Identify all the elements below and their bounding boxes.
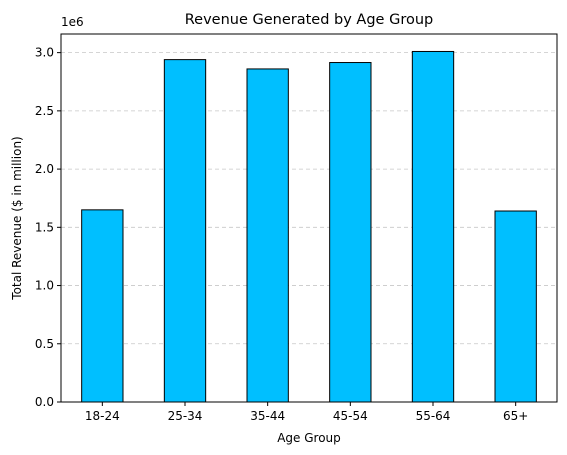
bar-65+ <box>494 210 537 403</box>
y-offset-text: 1e6 <box>61 15 84 29</box>
bar-55-64 <box>411 50 455 403</box>
y-tick-label: 2.0 <box>35 162 54 176</box>
x-tick-label: 18-24 <box>85 409 120 423</box>
y-tick-label: 3.0 <box>35 46 54 60</box>
plot-frame <box>60 33 558 403</box>
x-ticks: 18-24 25-34 35-44 45-54 55-64 65+ <box>85 402 528 423</box>
bar-25-34 <box>163 59 207 403</box>
bars <box>81 50 537 403</box>
y-tick-label: 1.0 <box>35 279 54 293</box>
x-tick-label: 25-34 <box>168 409 203 423</box>
y-tick-label: 1.5 <box>35 220 54 234</box>
x-tick-label: 45-54 <box>333 409 368 423</box>
chart-title: Revenue Generated by Age Group <box>185 12 433 28</box>
y-axis-label: Total Revenue ($ in million) <box>10 136 24 300</box>
bar-35-44 <box>246 68 289 403</box>
y-tick-label: 0.0 <box>35 395 54 409</box>
x-axis-label: Age Group <box>277 431 341 445</box>
x-tick-label: 55-64 <box>416 409 451 423</box>
y-ticks: 0.0 0.5 1.0 1.5 2.0 2.5 3.0 <box>35 46 61 409</box>
x-tick-label: 65+ <box>503 409 528 423</box>
y-tick-label: 0.5 <box>35 337 54 351</box>
y-tick-label: 2.5 <box>35 104 54 118</box>
bar-45-54 <box>329 62 372 403</box>
grid-lines <box>61 52 557 345</box>
x-tick-label: 35-44 <box>250 409 285 423</box>
bar-18-24 <box>81 209 124 403</box>
